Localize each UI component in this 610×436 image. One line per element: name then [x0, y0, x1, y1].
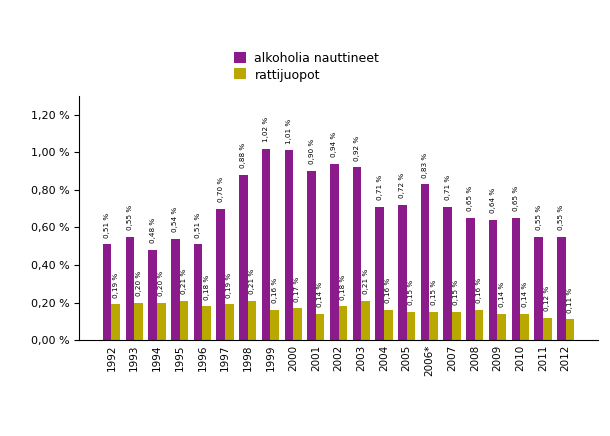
Text: 0,55 %: 0,55 % [127, 205, 133, 230]
Text: 0,16 %: 0,16 % [271, 278, 278, 303]
Text: 0,88 %: 0,88 % [240, 143, 246, 168]
Text: 1,01 %: 1,01 % [286, 119, 292, 144]
Text: 0,15 %: 0,15 % [431, 280, 437, 305]
Bar [248, 301, 256, 340]
Text: 0,16 %: 0,16 % [476, 278, 482, 303]
Text: 0,19 %: 0,19 % [113, 272, 119, 298]
Bar [225, 304, 234, 340]
Text: 0,18 %: 0,18 % [340, 274, 346, 300]
Bar [407, 312, 415, 340]
Bar [339, 306, 347, 340]
Bar [565, 320, 574, 340]
Text: 0,83 %: 0,83 % [422, 152, 428, 177]
Bar [307, 171, 316, 340]
Bar [103, 244, 112, 340]
Text: 0,72 %: 0,72 % [400, 173, 406, 198]
Text: 0,55 %: 0,55 % [558, 205, 564, 230]
Text: 0,65 %: 0,65 % [467, 186, 473, 211]
Bar [112, 304, 120, 340]
Bar [429, 312, 438, 340]
Text: 0,48 %: 0,48 % [149, 218, 156, 243]
Text: 0,64 %: 0,64 % [490, 188, 496, 213]
Bar [194, 244, 203, 340]
Bar [421, 184, 429, 340]
Bar [316, 314, 325, 340]
Bar [239, 175, 248, 340]
Bar [543, 317, 551, 340]
Text: 0,71 %: 0,71 % [376, 175, 382, 200]
Text: 0,17 %: 0,17 % [295, 276, 301, 302]
Bar [384, 310, 393, 340]
Text: 0,11 %: 0,11 % [567, 288, 573, 313]
Text: 0,65 %: 0,65 % [513, 186, 519, 211]
Bar [520, 314, 529, 340]
Text: 0,16 %: 0,16 % [386, 278, 391, 303]
Bar [171, 238, 179, 340]
Text: 0,20 %: 0,20 % [135, 271, 142, 296]
Text: 0,54 %: 0,54 % [172, 207, 178, 232]
Text: 0,71 %: 0,71 % [445, 175, 451, 200]
Bar [203, 306, 211, 340]
Bar [452, 312, 461, 340]
Text: 0,21 %: 0,21 % [181, 269, 187, 294]
Bar [498, 314, 506, 340]
Text: 0,55 %: 0,55 % [536, 205, 542, 230]
Bar [353, 167, 361, 340]
Bar [270, 310, 279, 340]
Text: 0,51 %: 0,51 % [104, 212, 110, 238]
Text: 0,94 %: 0,94 % [331, 132, 337, 157]
Text: 0,21 %: 0,21 % [362, 269, 368, 294]
Bar [375, 207, 384, 340]
Text: 1,02 %: 1,02 % [263, 117, 269, 142]
Text: 0,70 %: 0,70 % [218, 177, 224, 202]
Text: 0,19 %: 0,19 % [226, 272, 232, 298]
Text: 0,21 %: 0,21 % [249, 269, 255, 294]
Bar [126, 237, 134, 340]
Text: 0,18 %: 0,18 % [204, 274, 210, 300]
Bar [557, 237, 565, 340]
Bar [284, 150, 293, 340]
Text: 0,14 %: 0,14 % [522, 282, 528, 307]
Bar [512, 218, 520, 340]
Bar [148, 250, 157, 340]
Bar [398, 205, 407, 340]
Text: 0,92 %: 0,92 % [354, 136, 360, 161]
Text: 0,20 %: 0,20 % [158, 271, 164, 296]
Legend: alkoholia nauttineet, rattijuopot: alkoholia nauttineet, rattijuopot [231, 48, 383, 86]
Bar [330, 164, 339, 340]
Bar [443, 207, 452, 340]
Bar [293, 308, 302, 340]
Text: 0,14 %: 0,14 % [317, 282, 323, 307]
Bar [361, 301, 370, 340]
Text: 0,12 %: 0,12 % [544, 286, 550, 311]
Bar [179, 301, 188, 340]
Bar [489, 220, 498, 340]
Bar [134, 303, 143, 340]
Text: 0,14 %: 0,14 % [499, 282, 505, 307]
Bar [534, 237, 543, 340]
Bar [157, 303, 165, 340]
Bar [475, 310, 483, 340]
Text: 0,15 %: 0,15 % [408, 280, 414, 305]
Bar [466, 218, 475, 340]
Text: 0,15 %: 0,15 % [453, 280, 459, 305]
Text: 0,90 %: 0,90 % [309, 139, 315, 164]
Bar [262, 149, 270, 340]
Text: 0,51 %: 0,51 % [195, 212, 201, 238]
Bar [217, 208, 225, 340]
